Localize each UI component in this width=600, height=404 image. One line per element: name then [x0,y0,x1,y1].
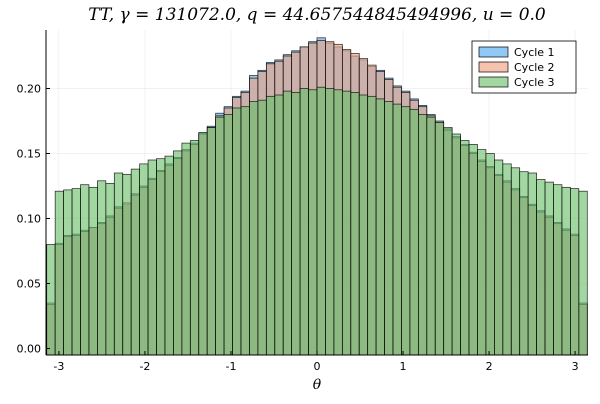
series-3-bar-43 [409,108,419,356]
series-3-bar-61 [561,186,571,356]
series-3-bar-30 [299,88,309,356]
ticks-layer: -3 -2 -1 0 1 2 3 0.00 0.05 0.10 0.15 0.20 [17,83,579,374]
y-tick-label-2: 0.10 [17,213,42,226]
series-3-bar-11 [139,163,149,356]
series-3-bar-5 [88,186,98,356]
series-3-bar-48 [451,133,461,356]
series-3-bar-49 [460,140,470,356]
series-3-bar-25 [257,99,267,356]
series-3-bar-39 [375,98,385,356]
series-3-bar-58 [536,179,546,356]
legend-label-3: Cycle 3 [514,76,555,89]
series-3-bar-12 [147,159,157,356]
series-3-bar-15 [173,150,183,356]
series-3-bar-18 [198,132,208,356]
series-3-bar-44 [418,114,428,356]
series-3-bar-13 [156,158,166,356]
series-3-bar-55 [510,167,521,356]
series-3-bar-33 [325,88,335,356]
series-3-bar-29 [291,92,301,356]
series-3-bar-60 [553,184,563,356]
series-3-bar-34 [333,89,343,356]
series-3-bar-22 [232,107,242,356]
chart-title: TT, γ = 131072.0, q = 44.657544845494996… [88,5,546,25]
series-3-bar-8 [113,172,124,356]
series-3-bar-19 [206,127,216,356]
legend-label-2: Cycle 2 [514,61,555,74]
series-3-bar-38 [367,95,377,356]
series-3-bar-7 [105,183,115,356]
x-tick-label-2: -1 [225,360,236,373]
series-3-bar-4 [80,184,90,356]
series-3-bar-35 [341,90,352,356]
series-3-bar-16 [181,142,191,356]
series-3-bar-10 [130,168,140,356]
series-3-bar-6 [97,180,107,356]
legend: Cycle 1 Cycle 2 Cycle 3 [471,40,577,94]
series-3-bar-46 [434,121,445,356]
series-3-bar-27 [274,94,284,356]
series-3-bar-36 [350,92,360,356]
series-3-bar-54 [502,163,512,356]
series-3-bar-1 [54,190,64,356]
bars-layer [46,37,588,356]
series-3-bar-47 [443,127,453,356]
legend-swatch-2 [478,61,509,73]
series-3-bar-40 [384,101,394,356]
y-tick-label-1: 0.05 [17,278,42,291]
x-tick-label-6: 3 [572,360,579,373]
series-3-bar-63 [578,190,588,356]
series-3-bar-62 [570,188,580,356]
series-3-bar-41 [392,103,402,356]
legend-label-1: Cycle 1 [514,46,555,59]
series-3-bar-3 [71,188,81,356]
series-3-bar-2 [63,189,73,356]
x-tick-label-3: 0 [314,360,321,373]
y-tick-label-0: 0.00 [17,343,42,356]
series-3-bar-23 [240,106,250,356]
series-3-bar-45 [426,116,436,356]
series-3-bar-50 [468,144,478,356]
series-3-bars [46,86,588,356]
series-3-bar-26 [265,95,276,356]
legend-swatch-1 [478,46,509,58]
y-tick-label-4: 0.20 [17,83,42,96]
series-3-bar-14 [164,155,174,356]
series-3-bar-31 [308,89,318,356]
series-3-bar-21 [223,114,233,356]
x-tick-label-1: -2 [139,360,150,373]
series-3-bar-57 [527,172,537,356]
series-3-bar-20 [215,116,225,356]
x-tick-label-5: 2 [486,360,493,373]
series-3-bar-59 [544,181,554,356]
series-3-bar-28 [282,90,293,356]
y-tick-label-3: 0.15 [17,148,42,161]
series-3-bar-37 [358,94,369,356]
series-3-bar-53 [494,159,504,356]
series-3-bar-24 [249,101,259,356]
series-3-bar-9 [122,173,132,356]
series-3-bar-42 [401,106,411,356]
series-3-bar-0 [46,244,56,356]
series-3-bar-52 [485,153,495,356]
series-3-bar-17 [189,140,200,356]
x-tick-label-0: -3 [53,360,64,373]
series-3-bar-56 [519,171,529,356]
x-tick-label-4: 1 [400,360,407,373]
legend-swatch-3 [478,76,509,88]
x-axis-label: θ [313,377,322,393]
series-3-bar-51 [477,149,487,356]
series-3-bar-32 [316,86,326,356]
